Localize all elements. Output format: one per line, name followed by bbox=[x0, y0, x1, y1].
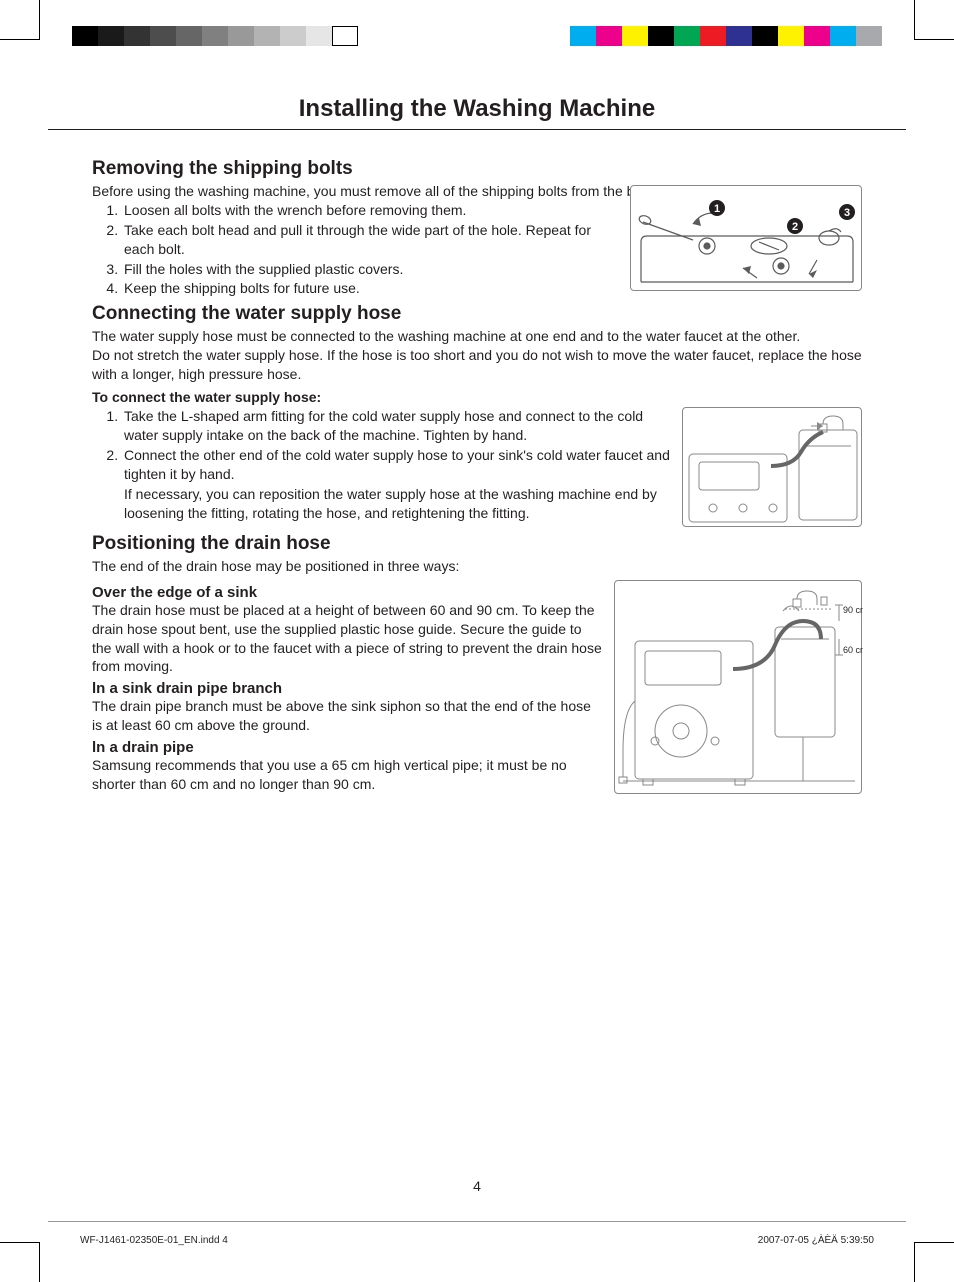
figure-shipping-bolts: 1 2 3 bbox=[630, 185, 862, 291]
dim-label-90: 90 cm bbox=[843, 605, 863, 615]
svg-text:3: 3 bbox=[844, 207, 850, 219]
crop-mark bbox=[0, 1242, 40, 1282]
figure-drain-hose: 90 cm 60 cm bbox=[614, 580, 862, 794]
step: Take each bolt head and pull it through … bbox=[122, 221, 618, 259]
body-text: Samsung recommends that you use a 65 cm … bbox=[92, 756, 602, 794]
body-text: Do not stretch the water supply hose. If… bbox=[92, 346, 862, 384]
lead-text: To connect the water supply hose: bbox=[92, 388, 862, 407]
body-text: The water supply hose must be connected … bbox=[92, 327, 862, 346]
svg-text:2: 2 bbox=[792, 221, 798, 233]
section-heading-remove-bolts: Removing the shipping bolts bbox=[92, 158, 862, 180]
section-heading-drain-hose: Positioning the drain hose bbox=[92, 533, 862, 555]
body-text: The drain hose must be placed at a heigh… bbox=[92, 601, 602, 677]
footer-filename: WF-J1461-02350E-01_EN.indd 4 bbox=[80, 1235, 228, 1246]
footer-timestamp: 2007-07-05 ¿ÀÈÄ 5:39:50 bbox=[758, 1235, 874, 1246]
dim-label-60: 60 cm bbox=[843, 645, 863, 655]
note-text: If necessary, you can reposition the wat… bbox=[124, 485, 670, 523]
footer-rule bbox=[48, 1221, 906, 1222]
step: Take the L-shaped arm fitting for the co… bbox=[122, 407, 670, 445]
step: Keep the shipping bolts for future use. bbox=[122, 279, 618, 298]
color-swatch-strip bbox=[570, 26, 882, 46]
crop-mark bbox=[914, 0, 954, 40]
svg-text:1: 1 bbox=[714, 203, 720, 215]
body-text: The drain pipe branch must be above the … bbox=[92, 697, 602, 735]
page-title: Installing the Washing Machine bbox=[48, 95, 906, 130]
step: Fill the holes with the supplied plastic… bbox=[122, 260, 618, 279]
page-number: 4 bbox=[0, 1178, 954, 1194]
body-text: The end of the drain hose may be positio… bbox=[92, 557, 862, 576]
subsection-heading: ln a drain pipe bbox=[92, 739, 602, 756]
step: Connect the other end of the cold water … bbox=[122, 446, 670, 524]
subsection-heading: Over the edge of a sink bbox=[92, 584, 602, 601]
crop-mark bbox=[0, 0, 40, 40]
grayscale-swatch-strip bbox=[72, 26, 358, 46]
step: Loosen all bolts with the wrench before … bbox=[122, 201, 618, 220]
crop-mark bbox=[914, 1242, 954, 1282]
steps-list: Loosen all bolts with the wrench before … bbox=[92, 201, 618, 298]
subsection-heading: ln a sink drain pipe branch bbox=[92, 680, 602, 697]
figure-water-supply bbox=[682, 407, 862, 527]
steps-list: Take the L-shaped arm fitting for the co… bbox=[92, 407, 670, 523]
section-heading-water-hose: Connecting the water supply hose bbox=[92, 303, 862, 325]
